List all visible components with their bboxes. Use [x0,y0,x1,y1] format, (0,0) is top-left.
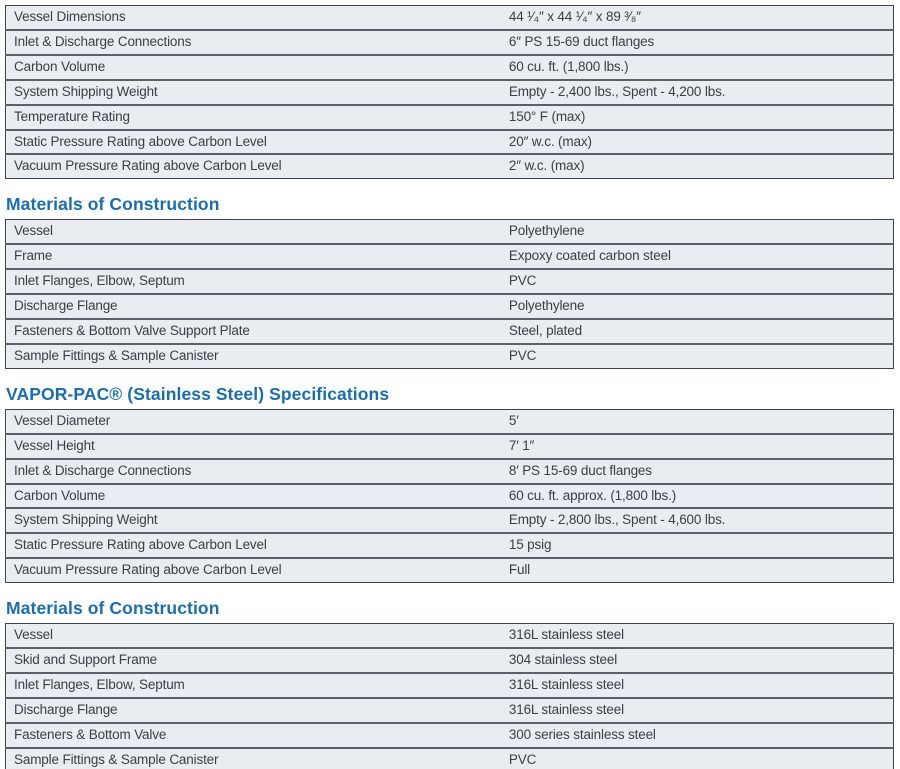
spec-value-cell: 316L stainless steel [500,696,894,723]
spec-value-cell: Empty - 2,400 lbs., Spent - 4,200 lbs. [500,78,894,105]
table-row: Inlet & Discharge Connections 8′ PS 15-69… [5,457,894,484]
spec-label-cell: System Shipping Weight [5,78,501,105]
spec-value-cell: Empty - 2,800 lbs., Spent - 4,600 lbs. [500,507,894,534]
spec-table: Vessel Polyethylene Frame Expoxy coated car… [5,219,894,369]
spec-value-cell: 8′ PS 15-69 duct flanges [500,457,894,484]
table-row: Frame Expoxy coated carbon steel [5,243,894,270]
table-row: Vacuum Pressure Rating above Carbon Leve… [5,557,894,583]
spec-value-cell: 304 stainless steel [500,647,894,673]
spec-label-cell: Skid and Support Frame [5,647,501,673]
spec-value-cell: 300 series stainless steel [500,721,894,748]
spec-label-cell: Inlet Flanges, Elbow, Septum [5,268,501,295]
spec-label-cell: Vacuum Pressure Rating above Carbon Leve… [5,153,501,179]
spec-label-cell: Sample Fittings & Sample Canister [5,342,501,369]
spec-value-cell: 316L stainless steel [500,671,894,698]
table-row: Fasteners & Bottom Valve Support Plate St… [5,317,894,344]
spec-value-cell: Steel, plated [500,317,894,344]
spec-value-cell: 5′ [500,409,894,434]
table-row: Temperature Rating 150° F (max) [5,103,894,130]
table-row: Inlet Flanges, Elbow, Septum 316L stainle… [5,671,894,698]
spec-label-cell: Vessel Height [5,432,501,459]
spec-table: Vessel Diameter 5′ Vessel Height 7′ 1″ Inlet… [5,408,894,584]
spec-value-cell: PVC [500,342,894,369]
section-materials-stainless: Materials of Construction Vessel 316L sta… [5,598,894,769]
table-row: System Shipping Weight Empty - 2,800 lbs.… [5,507,894,534]
spec-label-cell: Static Pressure Rating above Carbon Leve… [5,532,501,559]
section-materials-poly: Materials of Construction Vessel Polyethy… [5,194,894,369]
table-row: Inlet & Discharge Connections 6″ PS 15-69… [5,28,894,55]
table-row: Vacuum Pressure Rating above Carbon Leve… [5,153,894,179]
table-row: System Shipping Weight Empty - 2,400 lbs.… [5,78,894,105]
section-heading: VAPOR-PAC® (Stainless Steel) Specificati… [6,383,390,404]
section-stainless-specs: VAPOR-PAC® (Stainless Steel) Specificati… [5,383,894,584]
spec-value-cell: 316L stainless steel [500,623,894,649]
section-heading: Materials of Construction [6,598,220,619]
spec-label-cell: Inlet Flanges, Elbow, Septum [5,671,501,698]
spec-label-cell: System Shipping Weight [5,507,501,534]
table-row: Static Pressure Rating above Carbon Leve… [5,532,894,559]
spec-value-cell: Expoxy coated carbon steel [500,243,894,270]
spec-value-cell: 60 cu. ft. approx. (1,800 lbs.) [500,482,894,509]
spec-value-cell: 15 psig [500,532,894,559]
spec-label-cell: Frame [5,243,501,270]
spec-table: Vessel Dimensions 44 ¹⁄₄″ x 44 ¹⁄₄″ x 89 … [5,5,894,180]
spec-label-cell: Vessel [5,623,501,649]
table-row: Skid and Support Frame 304 stainless stee… [5,647,894,673]
spec-value-cell: Polyethylene [500,293,894,319]
spec-label-cell: Static Pressure Rating above Carbon Leve… [5,128,501,155]
spec-value-cell: PVC [500,746,894,769]
spec-label-cell: Fasteners & Bottom Valve Support Plate [5,317,501,344]
spec-label-cell: Temperature Rating [5,103,501,130]
spec-value-cell: PVC [500,268,894,295]
spec-value-cell: 6″ PS 15-69 duct flanges [500,28,894,55]
table-row: Fasteners & Bottom Valve 300 series stain… [5,721,894,748]
spec-label-cell: Inlet & Discharge Connections [5,28,501,55]
table-row: Discharge Flange Polyethylene [5,293,894,319]
table-row: Sample Fittings & Sample Canister PVC [5,342,894,369]
spec-label-cell: Fasteners & Bottom Valve [5,721,501,748]
table-row: Vessel 316L stainless steel [5,623,894,649]
table-row: Sample Fittings & Sample Canister PVC [5,746,894,769]
table-row: Discharge Flange 316L stainless steel [5,696,894,723]
spec-label-cell: Inlet & Discharge Connections [5,457,501,484]
spec-label-cell: Sample Fittings & Sample Canister [5,746,501,769]
spec-value-cell: 20″ w.c. (max) [500,128,894,155]
spec-value-cell: 44 ¹⁄₄″ x 44 ¹⁄₄″ x 89 ³⁄₈″ [500,5,894,30]
table-row: Vessel Diameter 5′ [5,409,894,434]
spec-value-cell: Polyethylene [500,219,894,245]
spec-label-cell: Vessel [5,219,501,245]
table-row: Static Pressure Rating above Carbon Leve… [5,128,894,155]
spec-label-cell: Discharge Flange [5,293,501,319]
spec-value-cell: 60 cu. ft. (1,800 lbs.) [500,53,894,80]
spec-value-cell: 150° F (max) [500,103,894,130]
table-row: Vessel Height 7′ 1″ [5,432,894,459]
table-row: Carbon Volume 60 cu. ft. approx. (1,800 l… [5,482,894,509]
spec-value-cell: 2″ w.c. (max) [500,153,894,179]
spec-label-cell: Vessel Diameter [5,409,501,434]
spec-label-cell: Vessel Dimensions [5,5,501,30]
section-polyethylene-specs: Vessel Dimensions 44 ¹⁄₄″ x 44 ¹⁄₄″ x 89 … [5,5,894,180]
spec-table: Vessel 316L stainless steel Skid and Suppo… [5,623,894,769]
spec-label-cell: Discharge Flange [5,696,501,723]
table-row: Vessel Dimensions 44 ¹⁄₄″ x 44 ¹⁄₄″ x 89 … [5,5,894,30]
section-heading: Materials of Construction [6,194,220,215]
table-row: Carbon Volume 60 cu. ft. (1,800 lbs.) [5,53,894,80]
table-row: Vessel Polyethylene [5,219,894,245]
spec-label-cell: Carbon Volume [5,482,501,509]
spec-value-cell: 7′ 1″ [500,432,894,459]
spec-label-cell: Carbon Volume [5,53,501,80]
spec-value-cell: Full [500,557,894,583]
table-row: Inlet Flanges, Elbow, Septum PVC [5,268,894,295]
spec-label-cell: Vacuum Pressure Rating above Carbon Leve… [5,557,501,583]
